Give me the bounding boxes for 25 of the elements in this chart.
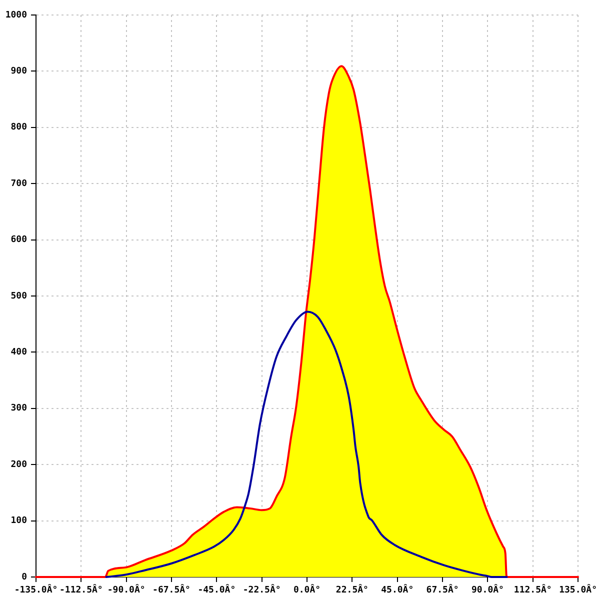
x-tick-label: 22.5Â° bbox=[336, 584, 368, 596]
y-tick-label: 800 bbox=[10, 122, 27, 133]
x-tick-label: 45.0Â° bbox=[381, 584, 414, 596]
x-tick-label: -90.0Â° bbox=[107, 584, 146, 596]
x-tick-label: 112.5Â° bbox=[514, 584, 552, 596]
x-tick-label: 135.0Â° bbox=[559, 584, 598, 596]
y-tick-label: 600 bbox=[10, 235, 27, 246]
x-tick-label: 67.5Â° bbox=[426, 584, 459, 596]
y-tick-label: 100 bbox=[10, 516, 27, 526]
x-tick-label: -67.5Â° bbox=[152, 584, 190, 596]
x-tick-label: -112.5Â° bbox=[59, 584, 103, 596]
y-tick-label: 300 bbox=[10, 404, 27, 414]
y-tick-label: 500 bbox=[10, 291, 27, 302]
y-tick-label: 0 bbox=[22, 572, 27, 582]
y-tick-label: 700 bbox=[10, 178, 27, 189]
x-tick-label: 90.0Â° bbox=[471, 584, 504, 596]
line-series bbox=[105, 310, 508, 578]
x-tick-label: -45.0Â° bbox=[198, 584, 236, 596]
y-tick-label: 1000 bbox=[5, 10, 27, 20]
y-tick-label: 900 bbox=[10, 66, 27, 77]
x-tick-label: 0.0Â° bbox=[293, 584, 321, 596]
x-tick-label: -135.0Â° bbox=[14, 584, 58, 596]
y-tick-label: 200 bbox=[10, 460, 27, 470]
x-tick-label: -22.5Â° bbox=[242, 584, 281, 596]
y-tick-label: 400 bbox=[10, 348, 27, 358]
